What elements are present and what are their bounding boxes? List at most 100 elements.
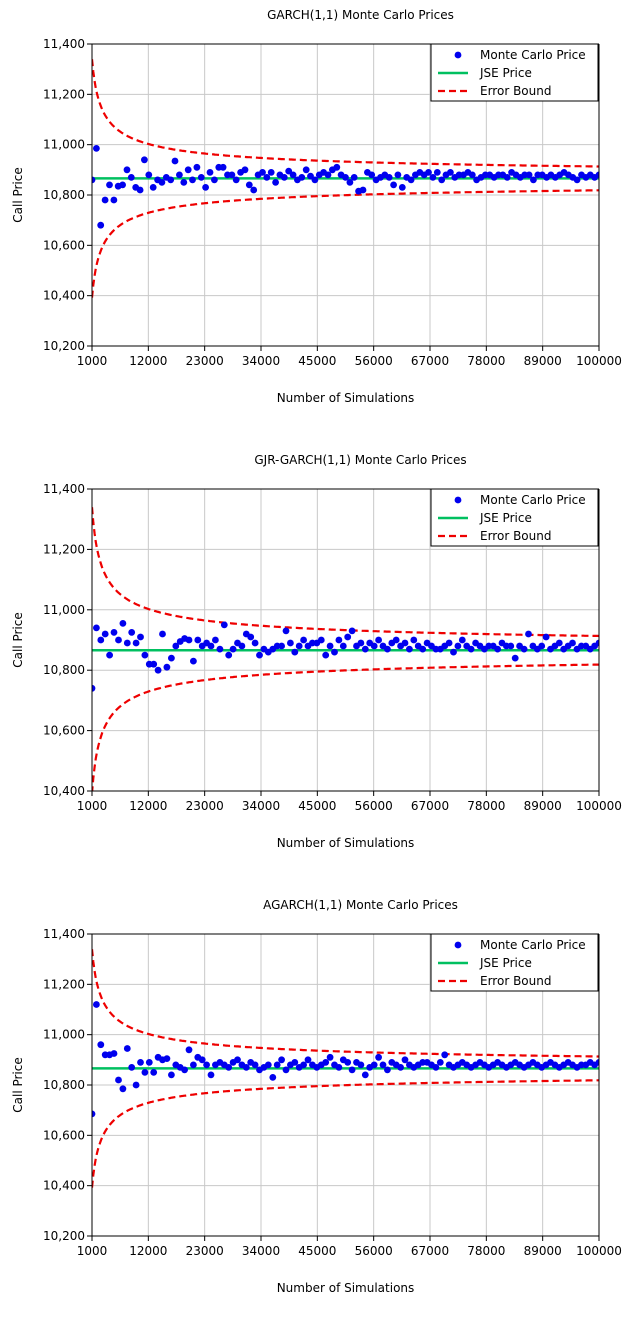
data-point [106, 651, 113, 659]
data-point [361, 1071, 369, 1079]
data-point [344, 633, 352, 641]
data-point [228, 171, 236, 179]
data-point [538, 642, 546, 650]
data-point [168, 1071, 175, 1079]
data-point [264, 1061, 272, 1069]
data-point [357, 639, 365, 647]
data-point [141, 1069, 149, 1076]
data-point [298, 174, 306, 181]
data-point [429, 174, 437, 181]
data-point [595, 639, 599, 647]
data-point [247, 633, 255, 641]
data-point [300, 1061, 307, 1069]
data-point [181, 1066, 189, 1074]
data-point [93, 624, 100, 632]
chart-svg: GJR-GARCH(1,1) Monte Carlo Prices10,4001… [11, 453, 622, 850]
data-point [432, 1064, 440, 1071]
legend-label: JSE Price [479, 956, 532, 970]
x-tick-label: 1000 [77, 799, 108, 813]
data-point [335, 636, 343, 644]
error-bound-lower-line [92, 189, 599, 298]
data-point [280, 174, 288, 181]
data-point [278, 1056, 285, 1064]
x-tick-label: 67000 [411, 1244, 449, 1258]
data-point [225, 651, 233, 659]
legend-marker-monte-carlo [454, 51, 462, 59]
data-point [595, 171, 599, 179]
data-point [168, 654, 175, 662]
data-point [180, 179, 188, 186]
data-point [92, 176, 96, 184]
data-point [285, 167, 293, 175]
x-tick-label: 34000 [242, 1244, 280, 1258]
data-point [468, 171, 476, 179]
data-point [97, 636, 105, 644]
x-axis-label: Number of Simulations [277, 1281, 415, 1295]
data-point [390, 181, 397, 189]
data-point [158, 179, 166, 186]
data-point [287, 639, 294, 647]
data-point [163, 663, 171, 671]
data-point [291, 1059, 299, 1066]
data-point [127, 174, 135, 181]
data-point [92, 1110, 96, 1118]
data-point [342, 174, 349, 181]
data-point [150, 660, 158, 668]
data-point [311, 176, 319, 184]
x-tick-label: 67000 [411, 799, 449, 813]
y-tick-label: 11,200 [43, 977, 85, 991]
y-tick-label: 10,600 [43, 724, 85, 738]
legend-label: JSE Price [479, 66, 532, 80]
data-point [136, 186, 144, 194]
x-axis-label: Number of Simulations [277, 836, 415, 850]
data-point [145, 171, 153, 179]
data-point [494, 645, 501, 653]
data-point [339, 642, 347, 650]
y-tick-label: 10,800 [43, 663, 85, 677]
x-axis-label: Number of Simulations [277, 391, 415, 405]
x-tick-label: 1000 [77, 354, 108, 368]
data-point [190, 657, 197, 665]
data-point [132, 639, 140, 647]
data-point [295, 642, 303, 650]
data-point [348, 627, 356, 635]
x-tick-label: 56000 [355, 354, 393, 368]
x-tick-label: 12000 [129, 354, 167, 368]
x-tick-label: 45000 [298, 1244, 336, 1258]
data-point [216, 645, 224, 653]
data-point [511, 654, 519, 662]
data-point [137, 1059, 144, 1066]
data-point [398, 184, 406, 191]
y-tick-label: 11,200 [43, 87, 85, 101]
data-point [333, 163, 341, 171]
data-point [291, 648, 299, 656]
data-point [167, 176, 175, 184]
data-point [503, 174, 511, 181]
x-tick-label: 12000 [129, 799, 167, 813]
data-point [220, 621, 228, 629]
y-tick-label: 10,600 [43, 1128, 85, 1142]
data-point [185, 1046, 193, 1054]
data-point [436, 1059, 444, 1066]
data-point [317, 636, 325, 644]
y-tick-label: 11,400 [43, 482, 85, 496]
data-point [384, 645, 391, 653]
data-point [401, 1056, 409, 1064]
y-tick-label: 10,400 [43, 289, 85, 303]
x-tick-label: 89000 [524, 1244, 562, 1258]
x-tick-label: 78000 [467, 354, 505, 368]
data-point [326, 642, 334, 650]
data-point [300, 636, 307, 644]
data-point [525, 171, 533, 179]
data-point [132, 1081, 140, 1089]
legend: Monte Carlo Price JSE Price Error Bound [430, 488, 599, 547]
x-tick-label: 56000 [355, 1244, 393, 1258]
data-point [348, 1066, 356, 1074]
data-point [278, 642, 285, 650]
data-point [245, 181, 253, 189]
data-point [141, 651, 149, 659]
x-tick-label: 45000 [298, 354, 336, 368]
data-point [128, 629, 136, 636]
data-point [394, 171, 402, 179]
